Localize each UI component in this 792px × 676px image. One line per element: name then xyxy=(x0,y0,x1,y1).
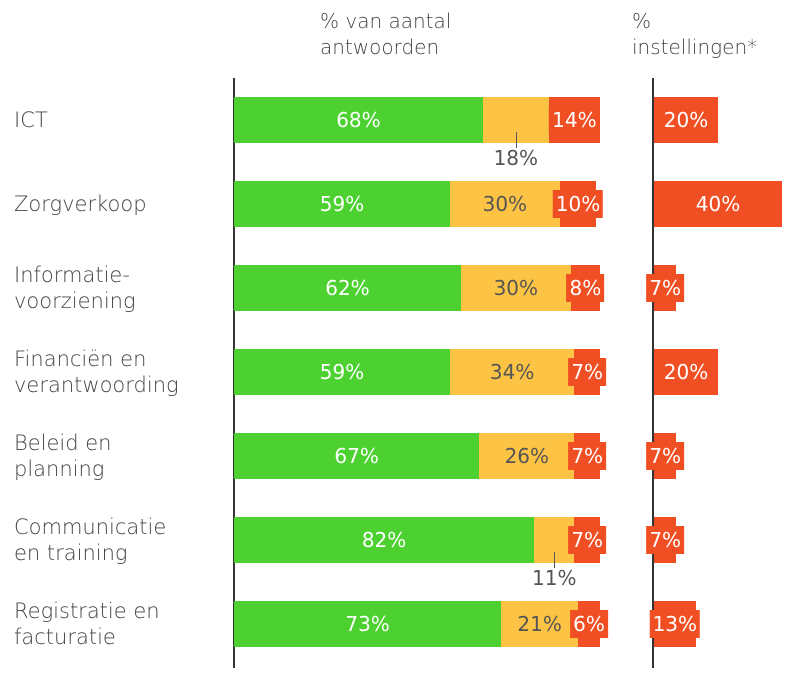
bar-segment xyxy=(234,265,461,311)
data-label: 7% xyxy=(568,526,607,554)
leader-line xyxy=(554,552,556,568)
category-label: Registratie en facturatie xyxy=(14,599,160,649)
bar-segment xyxy=(234,349,450,395)
data-label: 10% xyxy=(552,190,604,218)
category-label: Zorgverkoop xyxy=(14,192,147,216)
category-label: ICT xyxy=(14,108,48,132)
data-label: 30% xyxy=(482,192,528,216)
category-label: Financiën en verantwoording xyxy=(14,347,179,397)
data-label: 34% xyxy=(489,360,535,384)
category-label: Beleid en planning xyxy=(14,431,112,481)
data-label: 6% xyxy=(570,610,608,638)
data-label: 40% xyxy=(692,190,744,218)
bar-segment xyxy=(479,433,575,479)
data-label: 7% xyxy=(646,442,685,470)
bar-segment xyxy=(449,349,575,395)
data-label: 73% xyxy=(345,612,390,636)
bar-segment xyxy=(449,181,560,227)
bar-segment xyxy=(234,433,480,479)
data-label: 62% xyxy=(325,276,370,300)
bar-segment xyxy=(460,265,571,311)
data-label: 7% xyxy=(568,442,607,470)
data-label: 82% xyxy=(361,528,407,552)
axis-line xyxy=(652,78,654,668)
data-label: 67% xyxy=(334,444,379,468)
bar-segment xyxy=(234,97,483,143)
category-label: Informatie- voorziening xyxy=(14,263,136,313)
data-label: 7% xyxy=(646,526,685,554)
data-label: 11% xyxy=(532,566,577,590)
data-label: 13% xyxy=(649,610,701,638)
bar-segment xyxy=(234,601,502,647)
bar-segment xyxy=(234,517,535,563)
data-label: 68% xyxy=(336,108,381,132)
data-label: 18% xyxy=(493,146,539,170)
chart-title: % instellingen* xyxy=(632,9,758,59)
data-label: 20% xyxy=(660,358,712,386)
data-label: 21% xyxy=(517,612,562,636)
data-label: 59% xyxy=(319,192,365,216)
bar-segment xyxy=(501,601,579,647)
data-label: 8% xyxy=(566,274,605,302)
data-label: 30% xyxy=(493,276,539,300)
data-label: 7% xyxy=(646,274,685,302)
chart-title: % van aantal antwoorden xyxy=(320,9,452,59)
data-label: 7% xyxy=(568,358,607,386)
data-label: 14% xyxy=(549,106,600,134)
category-label: Communicatie en training xyxy=(14,515,167,565)
data-label: 20% xyxy=(660,106,712,134)
leader-line xyxy=(515,132,517,148)
bar-segment xyxy=(234,181,450,227)
bar-segment xyxy=(534,517,575,563)
data-label: 59% xyxy=(319,360,365,384)
data-label: 26% xyxy=(504,444,550,468)
